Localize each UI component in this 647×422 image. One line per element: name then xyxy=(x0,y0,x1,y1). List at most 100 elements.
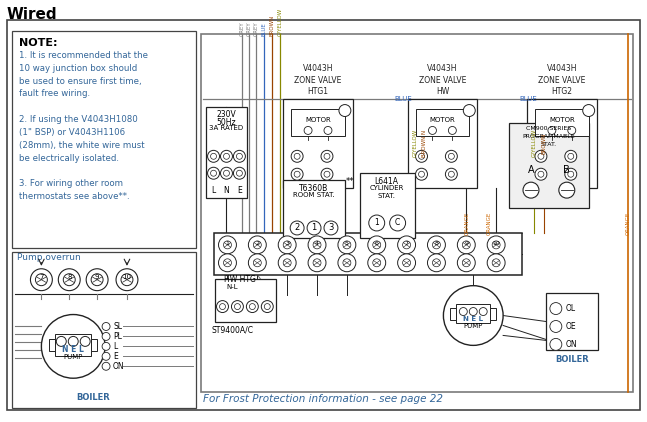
Text: T6360B: T6360B xyxy=(300,184,329,193)
Text: PL: PL xyxy=(113,332,122,341)
Text: ON: ON xyxy=(566,340,577,349)
Bar xyxy=(546,292,598,350)
Text: ST9400A/C: ST9400A/C xyxy=(212,325,254,335)
Circle shape xyxy=(254,241,261,249)
Circle shape xyxy=(538,153,544,159)
Bar xyxy=(291,108,345,136)
Circle shape xyxy=(321,150,333,162)
Circle shape xyxy=(221,150,232,162)
Circle shape xyxy=(102,333,110,341)
Text: 8: 8 xyxy=(67,274,72,280)
Text: NOTE:: NOTE: xyxy=(19,38,57,48)
Circle shape xyxy=(102,362,110,370)
Bar xyxy=(283,99,353,188)
Text: 7: 7 xyxy=(404,241,409,246)
Circle shape xyxy=(568,127,576,135)
Circle shape xyxy=(247,300,258,313)
Text: MOTOR: MOTOR xyxy=(430,117,455,124)
Circle shape xyxy=(223,153,230,159)
Circle shape xyxy=(402,241,411,249)
Circle shape xyxy=(373,241,380,249)
Circle shape xyxy=(291,168,303,180)
Text: V4043H
ZONE VALVE
HTG1: V4043H ZONE VALVE HTG1 xyxy=(294,65,342,96)
Text: E: E xyxy=(113,352,118,361)
Bar xyxy=(450,308,456,319)
Circle shape xyxy=(324,127,332,135)
Bar xyxy=(12,252,195,408)
Circle shape xyxy=(304,127,312,135)
Circle shape xyxy=(445,168,457,180)
Circle shape xyxy=(428,254,445,272)
Text: For Frost Protection information - see page 22: For Frost Protection information - see p… xyxy=(203,394,443,404)
Circle shape xyxy=(338,236,356,254)
Text: ORANGE: ORANGE xyxy=(626,211,631,235)
Circle shape xyxy=(550,338,562,350)
Text: OE: OE xyxy=(566,322,576,331)
Bar xyxy=(456,303,490,324)
Circle shape xyxy=(308,236,326,254)
Circle shape xyxy=(249,303,256,310)
Bar xyxy=(490,308,496,319)
Text: 1: 1 xyxy=(226,241,230,246)
Text: GREY: GREY xyxy=(254,21,259,36)
Circle shape xyxy=(248,254,267,272)
Circle shape xyxy=(535,150,547,162)
Text: BLUE: BLUE xyxy=(519,96,537,102)
Circle shape xyxy=(102,322,110,330)
Circle shape xyxy=(232,300,243,313)
Circle shape xyxy=(445,150,457,162)
Text: 3: 3 xyxy=(285,241,289,246)
Text: 2: 2 xyxy=(294,224,300,233)
Text: **: ** xyxy=(345,177,354,186)
Circle shape xyxy=(373,259,380,267)
Circle shape xyxy=(210,153,217,159)
Text: 1: 1 xyxy=(311,224,316,233)
Circle shape xyxy=(419,171,424,177)
Text: ORANGE: ORANGE xyxy=(465,211,470,235)
Circle shape xyxy=(234,167,245,179)
Bar xyxy=(408,99,477,188)
Circle shape xyxy=(219,236,236,254)
Circle shape xyxy=(236,170,243,176)
Circle shape xyxy=(415,168,428,180)
Circle shape xyxy=(443,286,503,345)
Bar xyxy=(283,180,345,238)
Text: V4043H
ZONE VALVE
HW: V4043H ZONE VALVE HW xyxy=(419,65,466,96)
Text: ON: ON xyxy=(113,362,125,371)
Circle shape xyxy=(234,150,245,162)
Circle shape xyxy=(41,314,105,378)
Text: N E L: N E L xyxy=(62,345,84,354)
Circle shape xyxy=(535,168,547,180)
Circle shape xyxy=(234,303,241,310)
Text: PUMP: PUMP xyxy=(463,324,483,330)
Text: 7: 7 xyxy=(39,274,43,280)
Circle shape xyxy=(236,153,243,159)
Text: HW HTG: HW HTG xyxy=(225,275,256,284)
Circle shape xyxy=(367,236,386,254)
Circle shape xyxy=(339,105,351,116)
Text: N: N xyxy=(224,186,229,195)
Text: 9: 9 xyxy=(95,274,100,280)
Text: SL: SL xyxy=(113,322,122,331)
Circle shape xyxy=(261,300,273,313)
Circle shape xyxy=(398,254,415,272)
Circle shape xyxy=(432,241,441,249)
Circle shape xyxy=(63,274,75,286)
Circle shape xyxy=(550,320,562,333)
Text: 10: 10 xyxy=(492,241,500,246)
Circle shape xyxy=(568,171,574,177)
Text: GREY: GREY xyxy=(240,21,245,36)
Circle shape xyxy=(415,150,428,162)
Circle shape xyxy=(479,308,487,316)
Circle shape xyxy=(208,150,219,162)
Text: BLUE: BLUE xyxy=(262,22,267,36)
Text: 4: 4 xyxy=(315,241,319,246)
Circle shape xyxy=(80,336,90,346)
Circle shape xyxy=(343,241,351,249)
Circle shape xyxy=(538,171,544,177)
Text: GREY: GREY xyxy=(247,21,252,36)
Circle shape xyxy=(313,259,321,267)
Circle shape xyxy=(321,168,333,180)
Text: 8: 8 xyxy=(435,241,439,246)
Circle shape xyxy=(463,241,470,249)
